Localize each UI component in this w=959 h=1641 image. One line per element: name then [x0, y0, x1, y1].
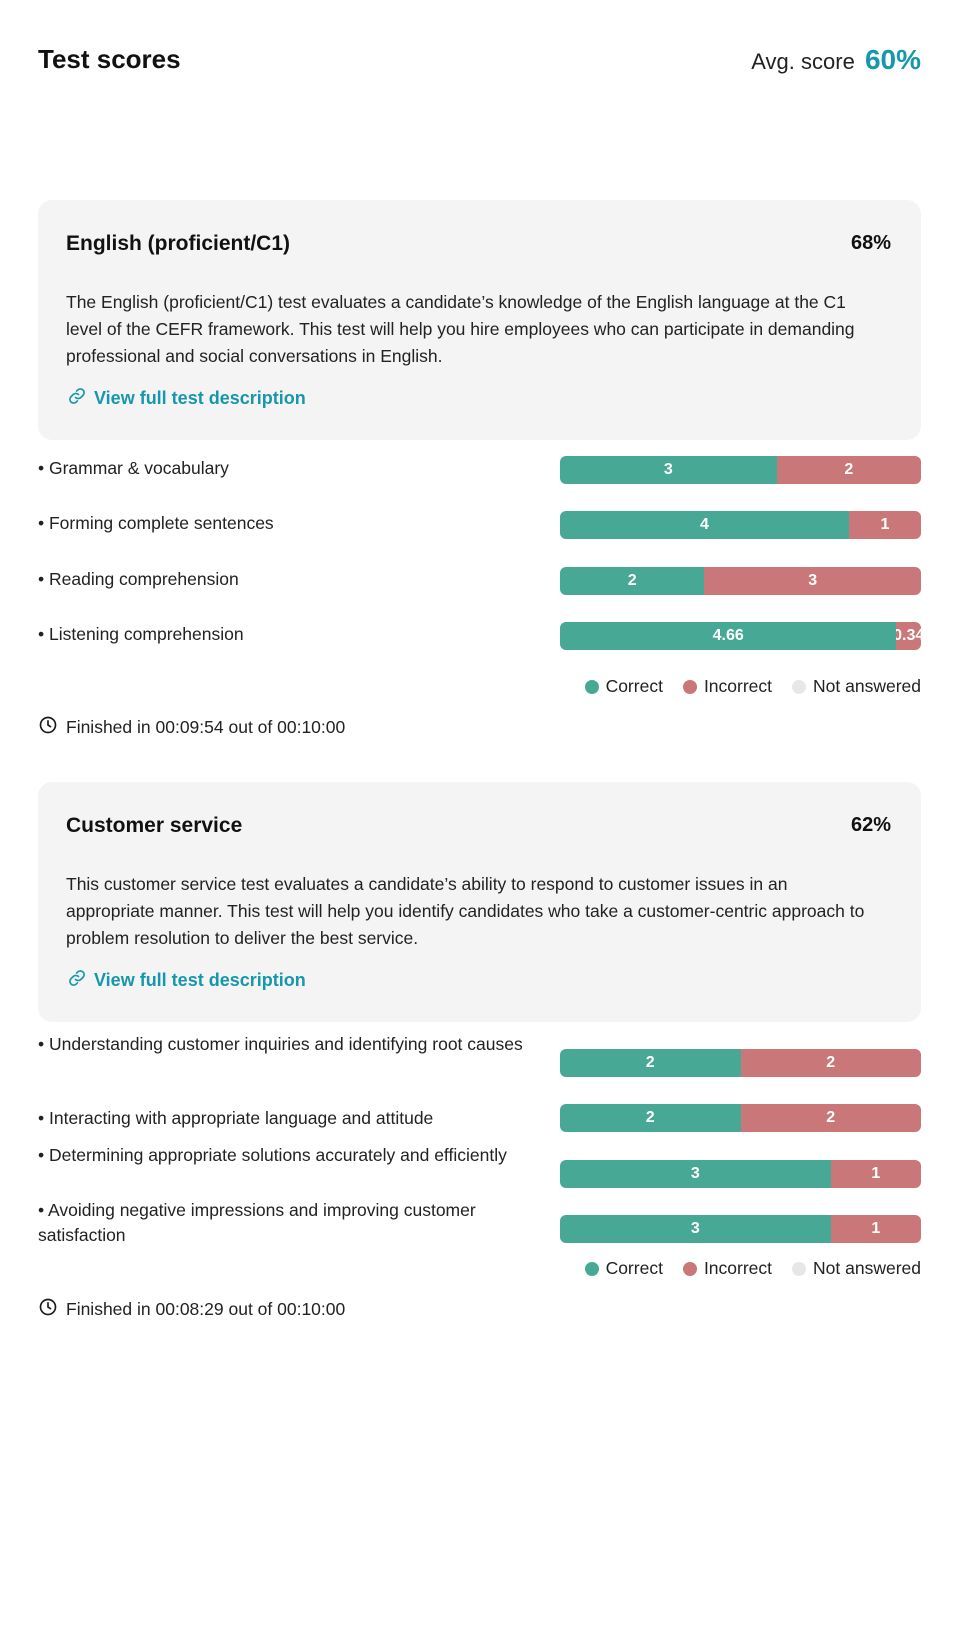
legend-incorrect: Incorrect: [682, 1258, 773, 1279]
skill-label: • Avoiding negative impressions and impr…: [38, 1200, 476, 1245]
not-answered-dot-icon: [792, 1261, 807, 1276]
legend-incorrect-label: Incorrect: [703, 676, 773, 696]
finished-text: Finished in 00:08:29 out of 00:10:00: [66, 1299, 346, 1319]
avg-score-label: Avg. score: [751, 49, 855, 74]
view-description-link[interactable]: View full test description: [68, 969, 306, 992]
legend: Correct Incorrect Not answered: [584, 676, 921, 697]
correct-segment: 3: [560, 456, 777, 484]
correct-segment: 4: [560, 511, 849, 539]
page-title: Test scores: [38, 44, 181, 74]
score-bar: 3 1: [560, 1215, 921, 1243]
score-bar: 4.66 0.34: [560, 622, 921, 650]
legend-not-answered: Not answered: [792, 676, 921, 697]
test-title: Customer service: [66, 814, 243, 837]
clock-icon: [38, 1297, 58, 1322]
finished-time: Finished in 00:08:29 out of 00:10:00: [38, 1297, 345, 1322]
legend: Correct Incorrect Not answered: [584, 1258, 921, 1279]
legend-not-answered-label: Not answered: [813, 1258, 921, 1278]
finished-time: Finished in 00:09:54 out of 00:10:00: [38, 715, 345, 740]
incorrect-segment: 1: [848, 511, 921, 539]
test-score: 68%: [850, 232, 891, 254]
test-section-english: English (proficient/C1) 68% The English …: [38, 200, 921, 737]
skill-label: • Understanding customer inquiries and i…: [38, 1034, 523, 1054]
incorrect-segment: 2: [740, 1104, 921, 1132]
legend-correct: Correct: [584, 1258, 663, 1279]
view-description-link[interactable]: View full test description: [68, 387, 306, 410]
test-title: English (proficient/C1): [66, 232, 291, 255]
not-answered-dot-icon: [792, 679, 807, 694]
incorrect-segment: 2: [740, 1049, 921, 1077]
incorrect-segment: 2: [776, 456, 921, 484]
correct-segment: 4.66: [560, 622, 897, 650]
skill-label: • Determining appropriate solutions accu…: [38, 1145, 507, 1165]
incorrect-segment: 1: [830, 1160, 921, 1188]
score-bar: 2 2: [560, 1049, 921, 1077]
view-description-label: View full test description: [94, 388, 306, 408]
test-description: The English (proficient/C1) test evaluat…: [66, 292, 855, 366]
test-card: English (proficient/C1) 68% The English …: [38, 200, 921, 440]
header: Test scores Avg. score 60%: [38, 40, 921, 80]
skill-label: • Grammar & vocabulary: [38, 458, 229, 478]
incorrect-segment: 3: [704, 567, 921, 595]
link-icon: [68, 969, 86, 992]
incorrect-dot-icon: [682, 1261, 697, 1276]
correct-dot-icon: [584, 679, 599, 694]
skill-label: • Forming complete sentences: [38, 513, 274, 533]
test-section-customer-service: Customer service 62% This customer servi…: [38, 782, 921, 1319]
avg-score-value: 60%: [864, 44, 921, 75]
correct-segment: 3: [560, 1215, 831, 1243]
score-bar: 3 2: [560, 456, 921, 484]
legend-not-answered-label: Not answered: [813, 676, 921, 696]
correct-segment: 2: [560, 1104, 741, 1132]
incorrect-dot-icon: [682, 679, 697, 694]
legend-correct: Correct: [584, 676, 663, 697]
legend-incorrect: Incorrect: [682, 676, 773, 697]
avg-score: Avg. score 60%: [751, 44, 921, 76]
score-bar: 2 3: [560, 567, 921, 595]
incorrect-segment: 1: [830, 1215, 921, 1243]
view-description-label: View full test description: [94, 970, 306, 990]
score-bar: 3 1: [560, 1160, 921, 1188]
legend-correct-label: Correct: [605, 676, 663, 696]
legend-not-answered: Not answered: [792, 1258, 921, 1279]
correct-segment: 2: [560, 567, 705, 595]
score-bar: 4 1: [560, 511, 921, 539]
link-icon: [68, 387, 86, 410]
clock-icon: [38, 715, 58, 740]
correct-segment: 2: [560, 1049, 741, 1077]
skill-label: • Reading comprehension: [38, 569, 239, 589]
score-bar: 2 2: [560, 1104, 921, 1132]
skill-label: • Listening comprehension: [38, 624, 244, 644]
skill-label: • Interacting with appropriate language …: [38, 1108, 434, 1128]
legend-incorrect-label: Incorrect: [703, 1258, 773, 1278]
correct-dot-icon: [584, 1261, 599, 1276]
test-description: This customer service test evaluates a c…: [66, 874, 865, 948]
test-score: 62%: [850, 814, 891, 836]
finished-text: Finished in 00:09:54 out of 00:10:00: [66, 717, 346, 737]
test-card: Customer service 62% This customer servi…: [38, 782, 921, 1022]
incorrect-segment: 0.34: [896, 622, 921, 650]
correct-segment: 3: [560, 1160, 831, 1188]
legend-correct-label: Correct: [605, 1258, 663, 1278]
